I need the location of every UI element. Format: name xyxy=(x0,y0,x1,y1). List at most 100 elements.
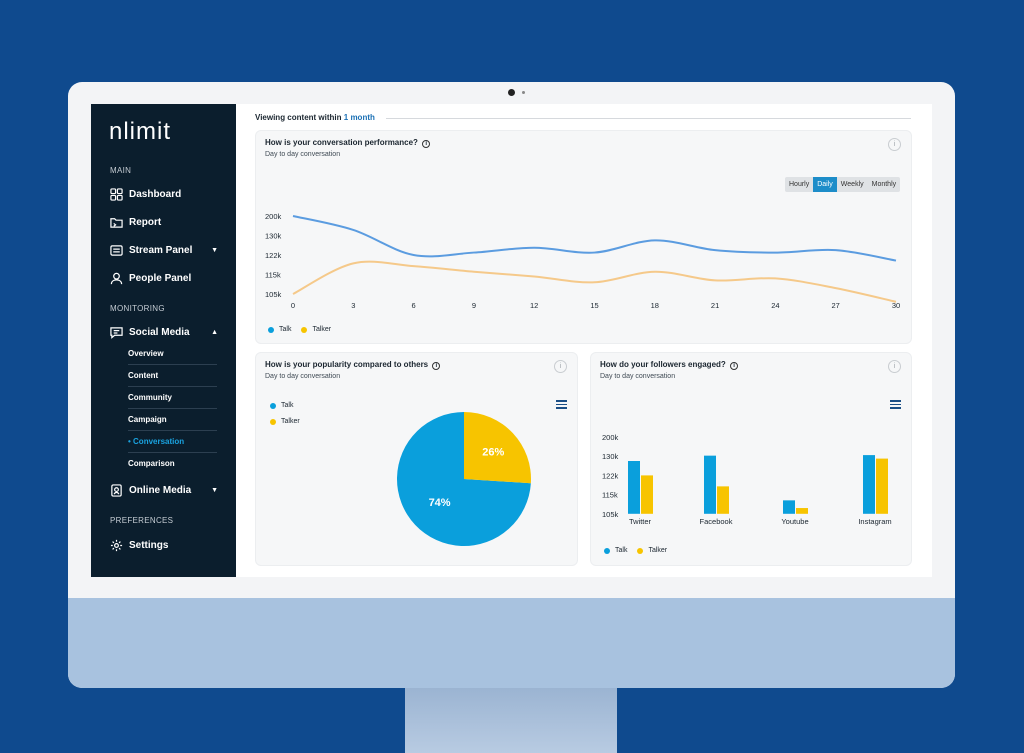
legend-label: Talk xyxy=(281,402,294,409)
y-tick-label: 130k xyxy=(265,232,282,241)
webcam-icon xyxy=(508,89,515,96)
y-tick-label: 200k xyxy=(265,212,282,221)
x-tick-label: 9 xyxy=(472,301,476,310)
section-main-label: MAIN xyxy=(110,166,132,175)
bar-chart-legend: Talk Talker xyxy=(604,547,677,554)
sidebar-item-social-media[interactable]: Social Media ▲ xyxy=(110,323,218,341)
gear-icon xyxy=(110,539,123,551)
tab-daily[interactable]: Daily xyxy=(813,177,837,192)
chevron-down-icon[interactable]: ▼ xyxy=(211,246,218,254)
card-title: How is your conversation performance? i xyxy=(265,138,431,148)
pie-chart: 74% 26% xyxy=(397,412,531,546)
performance-card: How is your conversation performance? i … xyxy=(255,130,912,344)
sidebar-item-online-media[interactable]: Online Media ▼ xyxy=(110,481,218,499)
x-tick-label: 0 xyxy=(291,301,295,310)
monitor-stand xyxy=(405,688,617,753)
legend-label: Talk xyxy=(615,547,628,554)
legend-label: Talk xyxy=(279,326,292,333)
popularity-card: How is your popularity compared to other… xyxy=(255,352,578,566)
bar-youtube-talk[interactable] xyxy=(783,500,795,514)
followers-card: How do your followers engaged? i Day to … xyxy=(590,352,912,566)
y-tick-label: 122k xyxy=(265,251,282,260)
legend-dot xyxy=(270,418,276,425)
submenu-item-conversation[interactable]: • Conversation xyxy=(128,437,217,453)
series-line-talker[interactable] xyxy=(292,260,897,303)
social-icon xyxy=(110,326,123,339)
divider xyxy=(386,118,911,119)
legend-item-talk[interactable]: Talk xyxy=(268,326,291,333)
tab-hourly[interactable]: Hourly xyxy=(789,181,810,188)
line-chart: 200k 130k 122k 115k 105k 0 3 6 9 12 15 18 21 24 27 30 xyxy=(265,212,900,310)
bar-twitter-talk[interactable] xyxy=(628,461,640,514)
sidebar-item-settings[interactable]: Settings xyxy=(110,536,218,554)
info-icon[interactable]: i xyxy=(422,140,431,148)
chevron-up-icon[interactable]: ▲ xyxy=(211,328,218,336)
submenu-item-comparison[interactable]: Comparison xyxy=(128,459,175,468)
app-screen: nlimit MAIN Dashboard Report Stream Pane… xyxy=(91,104,932,577)
card-title-text: How is your popularity compared to other… xyxy=(265,360,429,369)
sidebar-item-label: Report xyxy=(129,216,162,228)
legend-dot xyxy=(604,547,610,554)
y-tick-label: 122k xyxy=(602,471,619,480)
granularity-toggle: Hourly Daily Weekly Monthly xyxy=(785,177,901,192)
x-tick-label: Instagram xyxy=(858,517,891,526)
sidebar-item-report[interactable]: Report xyxy=(110,213,218,231)
bar-instagram-talk[interactable] xyxy=(863,455,875,514)
x-tick-label: 3 xyxy=(351,301,355,310)
y-tick-label: 115k xyxy=(602,491,618,500)
legend-label: Talker xyxy=(648,547,668,554)
legend-item-talker[interactable]: Talker xyxy=(270,418,300,425)
bar-twitter-talker[interactable] xyxy=(641,475,653,514)
card-title-text: How is your conversation performance? xyxy=(265,138,418,147)
sidebar-item-stream-panel[interactable]: Stream Panel ▼ xyxy=(110,241,218,259)
chevron-down-icon[interactable]: ▼ xyxy=(211,486,218,494)
pie-slice-label: 74% xyxy=(429,497,451,509)
y-tick-label: 105k xyxy=(602,510,619,519)
viewing-range-link[interactable]: 1 month xyxy=(343,113,375,122)
legend-item-talker[interactable]: Talker xyxy=(637,547,667,554)
sidebar-item-label: Online Media xyxy=(129,484,192,496)
x-tick-label: 15 xyxy=(590,301,598,310)
card-subtitle: Day to day conversation xyxy=(265,151,341,158)
stream-icon xyxy=(110,244,123,256)
legend-item-talker[interactable]: Talker xyxy=(301,326,331,333)
card-title-text: How do your followers engaged? xyxy=(600,360,726,369)
info-icon[interactable]: i xyxy=(432,362,441,370)
line-chart-legend: Talk Talker xyxy=(268,326,341,333)
pie-slice-talk[interactable] xyxy=(397,412,531,546)
card-subtitle: Day to day conversation xyxy=(265,373,341,380)
submenu-item-community[interactable]: Community xyxy=(128,393,217,409)
legend-item-talk[interactable]: Talk xyxy=(270,402,293,409)
more-info-button[interactable]: i xyxy=(888,138,901,151)
legend-item-talk[interactable]: Talk xyxy=(604,547,627,554)
menu-icon[interactable] xyxy=(556,400,567,409)
bar-facebook-talk[interactable] xyxy=(704,455,716,514)
y-tick-label: 200k xyxy=(602,433,619,442)
monitor-chin xyxy=(68,598,955,688)
submenu-item-campaign[interactable]: Campaign xyxy=(128,415,217,431)
info-icon[interactable]: i xyxy=(730,362,739,370)
sidebar-item-people-panel[interactable]: People Panel xyxy=(110,269,218,287)
series-line-talk[interactable] xyxy=(292,215,897,262)
x-tick-label: 27 xyxy=(832,301,840,310)
menu-icon[interactable] xyxy=(890,400,901,409)
bar-youtube-talker[interactable] xyxy=(796,508,808,514)
tab-monthly[interactable]: Monthly xyxy=(871,181,897,188)
more-info-button[interactable]: i xyxy=(888,360,901,373)
submenu-item-overview[interactable]: Overview xyxy=(128,349,217,365)
bar-instagram-talker[interactable] xyxy=(876,458,888,514)
sidebar-item-dashboard[interactable]: Dashboard xyxy=(110,185,218,203)
more-info-button[interactable]: i xyxy=(554,360,567,373)
submenu-item-content[interactable]: Content xyxy=(128,371,217,387)
sidebar-item-label: Stream Panel xyxy=(129,244,193,256)
sidebar: nlimit MAIN Dashboard Report Stream Pane… xyxy=(91,104,236,577)
x-tick-label: 6 xyxy=(412,301,416,310)
folder-icon xyxy=(110,217,123,228)
x-tick-label: Twitter xyxy=(629,517,652,526)
x-tick-label: 12 xyxy=(530,301,538,310)
dashboard-icon xyxy=(110,187,123,201)
bar-chart: 200k 130k 122k 115k 105k Twitter Facebook Youtu… xyxy=(602,433,892,526)
pie-slice-talker[interactable] xyxy=(464,412,531,484)
tab-weekly[interactable]: Weekly xyxy=(840,181,864,188)
bar-facebook-talker[interactable] xyxy=(717,486,729,514)
